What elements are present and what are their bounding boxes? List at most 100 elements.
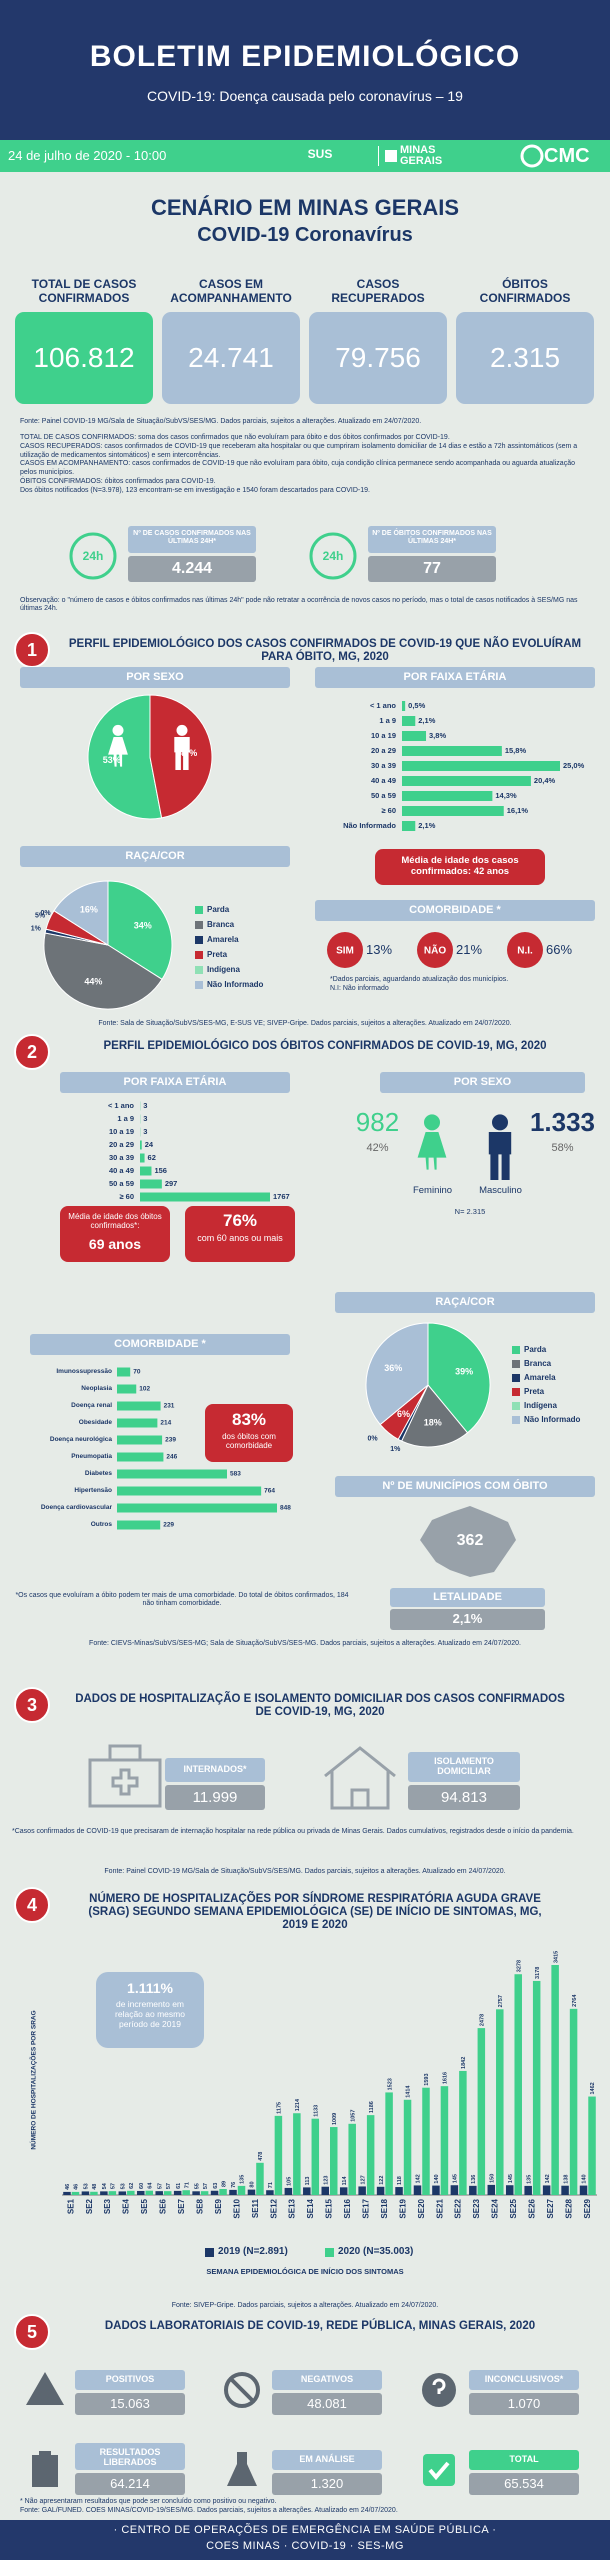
bar bbox=[358, 2186, 366, 2195]
bar-category-label: Neoplasia bbox=[81, 1385, 112, 1393]
no-icon bbox=[229, 2377, 255, 2403]
bar-value-label: 1616 bbox=[443, 2072, 449, 2084]
panel-header bbox=[60, 1072, 290, 1093]
pie-label: 44% bbox=[84, 976, 102, 986]
bar bbox=[569, 2008, 578, 2195]
note-line: * Não apresentaram resultados que pode s… bbox=[20, 2498, 277, 2505]
bar-value-label: 62 bbox=[129, 2183, 135, 2189]
legend-label: 2019 (N=2.891) bbox=[218, 2246, 288, 2257]
label-box-text: NEGATIVOS bbox=[300, 2374, 354, 2384]
pie-label: 34% bbox=[134, 920, 152, 930]
card-label: TOTAL DE CASOS CONFIRMADOS bbox=[31, 277, 137, 305]
overview-title: CENÁRIO EM MINAS GERAIS bbox=[150, 195, 460, 220]
bar-value-label: 1186 bbox=[369, 2101, 375, 2113]
panel-header-text: POR FAIXA ETÁRIA bbox=[123, 1076, 227, 1088]
bar bbox=[100, 2191, 108, 2195]
x-tick-label: SE29 bbox=[583, 2198, 592, 2218]
legend-label: Indígena bbox=[524, 1401, 557, 1410]
highlight-box bbox=[205, 1404, 293, 1462]
bar-value-label: 145 bbox=[453, 2174, 459, 2183]
bar-category-label: 10 a 19 bbox=[108, 1126, 134, 1136]
bar-value-label: 478 bbox=[258, 2152, 264, 2161]
legend-label: Parda bbox=[524, 1345, 547, 1354]
bar bbox=[247, 2189, 256, 2195]
bar-value-label: 3415 bbox=[553, 1951, 559, 1963]
bar-category-label: 30 a 39 bbox=[370, 760, 396, 770]
value-box-text: 48.081 bbox=[307, 2396, 347, 2411]
card-label: CASOS EM ACOMPANHAMENTO bbox=[170, 277, 292, 305]
bar-value-label: 57 bbox=[157, 2183, 163, 2189]
bar-value-label: 14,3% bbox=[495, 791, 517, 800]
bar-category-label: 1 a 9 bbox=[379, 715, 396, 725]
sex-label: Feminino bbox=[412, 1185, 453, 1196]
bar bbox=[182, 2190, 190, 2195]
male-icon bbox=[176, 724, 188, 736]
annotation-box bbox=[96, 1972, 204, 2048]
section-number-badge bbox=[14, 1687, 50, 1723]
bar-category-label: Doença renal bbox=[71, 1402, 112, 1410]
card bbox=[309, 312, 447, 404]
x-tick-label: SE13 bbox=[288, 2198, 297, 2218]
label-box bbox=[75, 2443, 185, 2470]
male-icon bbox=[492, 1114, 508, 1131]
bar-value-label: 57 bbox=[203, 2183, 209, 2189]
bar-category-label: Não Informado bbox=[343, 820, 396, 830]
header-title: BOLETIM EPIDEMIOLÓGICO bbox=[89, 40, 521, 73]
note-line: CASOS EM ACOMPANHAMENTO: casos confirmad… bbox=[20, 460, 575, 476]
x-tick-label: SE7 bbox=[177, 2198, 186, 2214]
note: *Casos confirmados de COVID-19 que preci… bbox=[12, 1828, 574, 1835]
panel-header-text: RAÇA/COR bbox=[435, 1296, 495, 1308]
pie-label: 6% bbox=[397, 1409, 410, 1419]
x-tick-label: SE11 bbox=[251, 2198, 260, 2218]
section-number: 5 bbox=[27, 2322, 37, 2342]
value-box-text: 64.214 bbox=[110, 2476, 150, 2491]
value-box bbox=[368, 556, 496, 582]
legend-swatch bbox=[205, 2248, 214, 2257]
bar-value-label: 0,5% bbox=[408, 701, 425, 710]
x-tick-label: SE17 bbox=[362, 2198, 371, 2218]
bar-value-label: 62 bbox=[148, 1153, 156, 1162]
house-icon bbox=[324, 1746, 396, 1810]
panel-header bbox=[20, 667, 290, 688]
bar-value-label: 15,8% bbox=[505, 746, 527, 755]
bar bbox=[219, 2189, 227, 2195]
bar bbox=[440, 2086, 449, 2195]
bar bbox=[117, 1452, 164, 1462]
section-title: PERFIL EPIDEMIOLÓGICO DOS CASOS CONFIRMA… bbox=[68, 638, 582, 664]
legend-label: Indígena bbox=[207, 965, 240, 974]
x-tick-label: SE16 bbox=[343, 2198, 352, 2218]
no-icon bbox=[224, 2372, 260, 2408]
bar-value-label: 46 bbox=[65, 2184, 71, 2190]
legend-swatch bbox=[512, 1346, 520, 1354]
pie-label: 0% bbox=[40, 910, 51, 917]
logo-divider bbox=[378, 146, 379, 166]
x-tick-label: SE8 bbox=[195, 2198, 204, 2214]
bar bbox=[402, 761, 560, 771]
bar bbox=[339, 2187, 348, 2195]
panel-header bbox=[335, 1292, 595, 1313]
bar-value-label: 113 bbox=[305, 2177, 311, 2186]
bar bbox=[127, 2190, 135, 2195]
header-date: 24 de julho de 2020 - 10:00 bbox=[8, 148, 167, 163]
bar-value-label: 70 bbox=[133, 1369, 141, 1376]
bar bbox=[469, 2185, 477, 2195]
bar-value-label: 145 bbox=[508, 2174, 514, 2183]
bar bbox=[266, 2190, 274, 2195]
card-label: ÓBITOS CONFIRMADOS bbox=[479, 277, 571, 305]
bar-value-label: 16,1% bbox=[507, 806, 529, 815]
bar-category-label: 40 a 49 bbox=[370, 775, 396, 785]
panel-header bbox=[380, 1072, 585, 1093]
value-box-text: 65.534 bbox=[504, 2476, 544, 2491]
bar-category-label: 20 a 29 bbox=[108, 1139, 134, 1149]
pie-label: 16% bbox=[80, 905, 98, 915]
bar-value-label: 1214 bbox=[295, 2098, 301, 2111]
legend-label: Preta bbox=[524, 1387, 545, 1396]
legend-swatch bbox=[512, 1402, 520, 1410]
bar-value-label: 239 bbox=[165, 1437, 176, 1444]
panel-header-text: RAÇA/COR bbox=[125, 850, 185, 862]
bar bbox=[117, 1486, 262, 1496]
label-box-text: EM ANÁLISE bbox=[299, 2454, 355, 2464]
card-value: 24.741 bbox=[188, 342, 274, 373]
bar-category-label: Doença cardiovascular bbox=[40, 1504, 112, 1512]
value-box bbox=[272, 2473, 382, 2495]
